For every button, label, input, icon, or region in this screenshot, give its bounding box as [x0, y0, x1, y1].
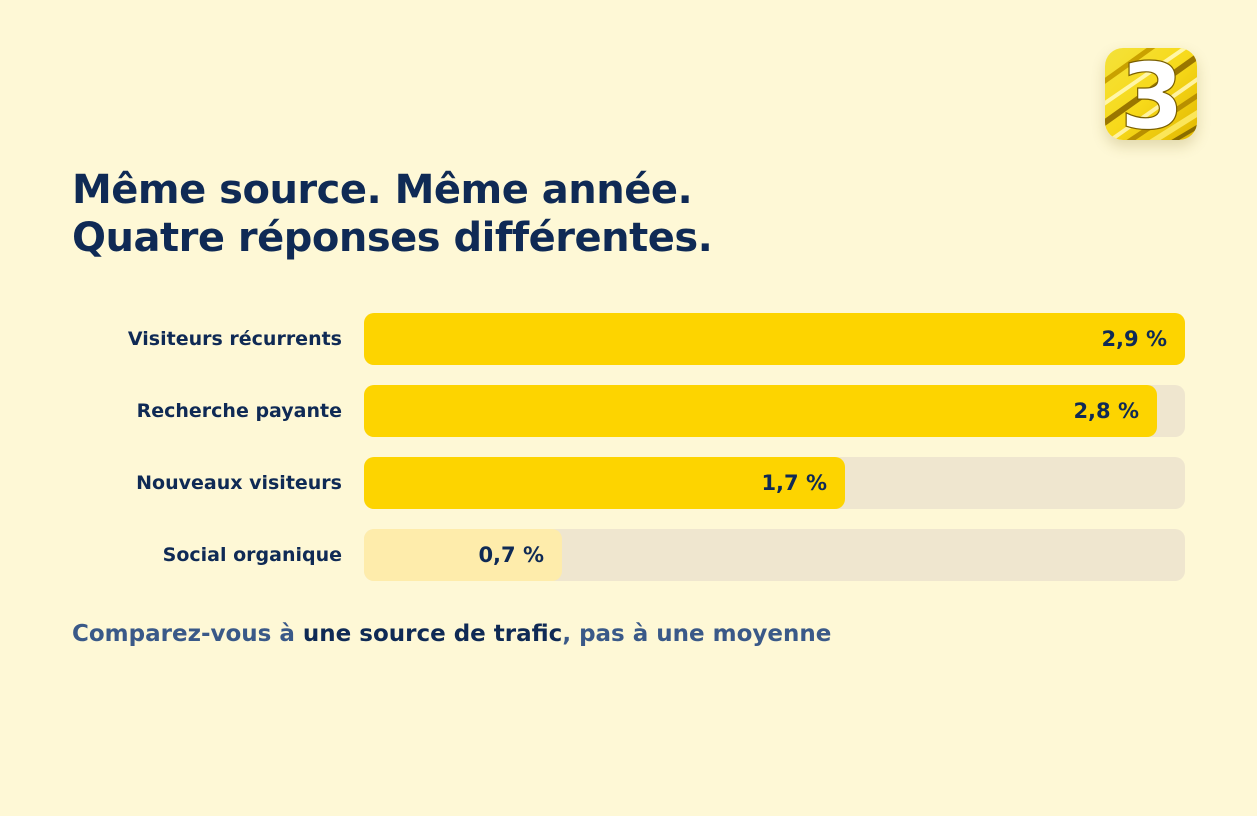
- bar-value-label: 0,7 %: [478, 543, 544, 567]
- subtitle-emphasis: une source de trafic: [302, 621, 563, 647]
- bar-track: 2,9 %: [364, 313, 1185, 365]
- subtitle: Comparez-vous à une source de trafic, pa…: [72, 617, 831, 651]
- bar: 2,8 %: [364, 385, 1157, 437]
- subtitle-part-1: Comparez-vous à: [72, 621, 303, 647]
- bar-row-social-organique: Social organique 0,7 %: [0, 529, 1257, 581]
- logo-badge: 3: [1105, 48, 1197, 140]
- category-label: Recherche payante: [136, 400, 342, 422]
- bar: 1,7 %: [364, 457, 845, 509]
- bar: 2,9 %: [364, 313, 1185, 365]
- bar-track: 2,8 %: [364, 385, 1185, 437]
- title-line-2: Quatre réponses différentes.: [72, 215, 713, 261]
- bar-track: 0,7 %: [364, 529, 1185, 581]
- category-label: Nouveaux visiteurs: [136, 472, 342, 494]
- bar-value-label: 2,8 %: [1073, 399, 1139, 423]
- bar-chart: Visiteurs récurrents 2,9 % Recherche pay…: [0, 313, 1257, 583]
- bar-track: 1,7 %: [364, 457, 1185, 509]
- logo-glyph: 3: [1120, 48, 1184, 140]
- page-title: Même source. Même année. Quatre réponses…: [72, 166, 713, 262]
- bar-value-label: 1,7 %: [761, 471, 827, 495]
- bar-row-recherche-payante: Recherche payante 2,8 %: [0, 385, 1257, 437]
- category-label: Social organique: [162, 544, 342, 566]
- bar: 0,7 %: [364, 529, 562, 581]
- title-line-1: Même source. Même année.: [72, 167, 693, 213]
- subtitle-part-3: , pas à une moyenne: [562, 621, 832, 647]
- bar-value-label: 2,9 %: [1101, 327, 1167, 351]
- bar-row-visiteurs-recurrents: Visiteurs récurrents 2,9 %: [0, 313, 1257, 365]
- category-label: Visiteurs récurrents: [127, 328, 342, 350]
- number-three-logo-icon: 3: [1105, 48, 1197, 140]
- bar-row-nouveaux-visiteurs: Nouveaux visiteurs 1,7 %: [0, 457, 1257, 509]
